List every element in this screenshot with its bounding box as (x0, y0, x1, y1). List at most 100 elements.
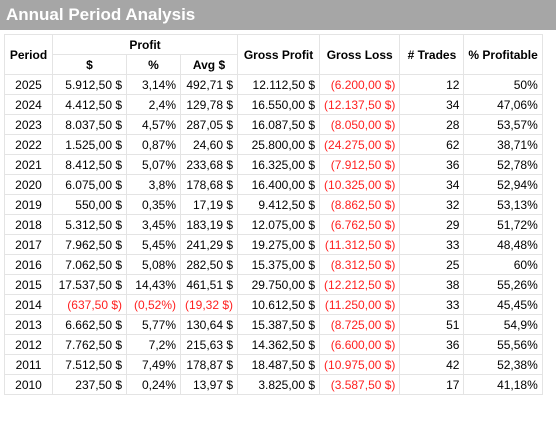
header-profit: Profit (51, 34, 239, 55)
cell-profit-dollar: 1.525,00 $ (52, 134, 127, 155)
cell-profit-avg: 17,19 $ (179, 194, 239, 215)
cell-profit-dollar: 7.762,50 $ (52, 334, 127, 355)
cell-pct-profitable: 52,94% (463, 174, 543, 195)
cell-profit-avg: (19,32 $) (179, 294, 239, 315)
cell-profit-dollar: 4.412,50 $ (52, 94, 127, 115)
cell-period: 2010 (4, 374, 53, 395)
cell-profit-percent: 3,14% (126, 74, 181, 95)
cell-gross-profit: 10.612,50 $ (237, 294, 321, 315)
header-gross-profit: Gross Profit (237, 34, 321, 75)
cell-trades: 28 (399, 114, 465, 135)
cell-pct-profitable: 52,38% (463, 354, 543, 375)
cell-profit-percent: 14,43% (126, 274, 181, 295)
cell-gross-profit: 29.750,00 $ (237, 274, 321, 295)
cell-gross-profit: 16.087,50 $ (237, 114, 321, 135)
cell-profit-percent: 4,57% (126, 114, 181, 135)
cell-pct-profitable: 41,18% (463, 374, 543, 395)
cell-profit-avg: 178,68 $ (179, 174, 239, 195)
cell-profit-avg: 287,05 $ (179, 114, 239, 135)
cell-gross-profit: 12.075,00 $ (237, 214, 321, 235)
header-profit-dollar: $ (52, 54, 127, 75)
cell-gross-profit: 25.800,00 $ (237, 134, 321, 155)
table-row: 2010 237,50 $0,24% 13,97 $3.825,00 $ (3.587… (4, 374, 543, 395)
header-pct-profitable: % Profitable (463, 34, 543, 75)
cell-profit-avg: 241,29 $ (179, 234, 239, 255)
cell-gross-loss: (6.600,00 $) (319, 334, 401, 355)
cell-gross-profit: 15.387,50 $ (237, 314, 321, 335)
cell-trades: 34 (399, 174, 465, 195)
cell-profit-percent: 0,24% (126, 374, 181, 395)
table-row: 2011 7.512,50 $7,49% 178,87 $18.487,50 $ (1… (4, 354, 543, 375)
cell-profit-percent: 0,35% (126, 194, 181, 215)
cell-period: 2015 (4, 274, 53, 295)
cell-period: 2012 (4, 334, 53, 355)
cell-profit-avg: 129,78 $ (179, 94, 239, 115)
cell-gross-loss: (8.725,00 $) (319, 314, 401, 335)
cell-trades: 29 (399, 214, 465, 235)
cell-profit-dollar: (637,50 $) (52, 294, 127, 315)
cell-profit-percent: 7,49% (126, 354, 181, 375)
cell-gross-loss: (10.325,00 $) (319, 174, 401, 195)
cell-profit-avg: 282,50 $ (179, 254, 239, 275)
cell-profit-avg: 13,97 $ (179, 374, 239, 395)
cell-gross-profit: 9.412,50 $ (237, 194, 321, 215)
cell-profit-avg: 183,19 $ (179, 214, 239, 235)
table-row: 2013 6.662,50 $5,77% 130,64 $15.387,50 $ (8… (4, 314, 543, 335)
table-row: 2015 17.537,50 $14,43% 461,51 $29.750,00 $… (4, 274, 543, 295)
cell-profit-percent: 5,08% (126, 254, 181, 275)
cell-gross-loss: (6.762,50 $) (319, 214, 401, 235)
table-row: 2020 6.075,00 $3,8% 178,68 $16.400,00 $ (10… (4, 174, 543, 195)
cell-profit-percent: (0,52%) (126, 294, 181, 315)
cell-profit-percent: 3,8% (126, 174, 181, 195)
cell-gross-loss: (3.587,50 $) (319, 374, 401, 395)
cell-profit-dollar: 7.062,50 $ (52, 254, 127, 275)
cell-trades: 38 (399, 274, 465, 295)
cell-profit-dollar: 6.075,00 $ (52, 174, 127, 195)
cell-trades: 36 (399, 334, 465, 355)
cell-pct-profitable: 55,26% (463, 274, 543, 295)
cell-trades: 17 (399, 374, 465, 395)
cell-gross-loss: (12.137,50 $) (319, 94, 401, 115)
cell-profit-dollar: 8.412,50 $ (52, 154, 127, 175)
cell-period: 2016 (4, 254, 53, 275)
cell-gross-profit: 16.325,00 $ (237, 154, 321, 175)
cell-pct-profitable: 52,78% (463, 154, 543, 175)
cell-gross-loss: (10.975,00 $) (319, 354, 401, 375)
cell-gross-loss: (8.312,50 $) (319, 254, 401, 275)
cell-profit-percent: 3,45% (126, 214, 181, 235)
cell-trades: 36 (399, 154, 465, 175)
cell-gross-profit: 18.487,50 $ (237, 354, 321, 375)
cell-gross-loss: (12.212,50 $) (319, 274, 401, 295)
cell-profit-dollar: 7.512,50 $ (52, 354, 127, 375)
table-row: 2019 550,00 $0,35% 17,19 $9.412,50 $ (8.862… (4, 194, 543, 215)
cell-gross-profit: 12.112,50 $ (237, 74, 321, 95)
cell-profit-avg: 178,87 $ (179, 354, 239, 375)
header-profit-avg: Avg $ (179, 54, 239, 75)
cell-profit-percent: 5,07% (126, 154, 181, 175)
cell-trades: 34 (399, 94, 465, 115)
cell-pct-profitable: 53,13% (463, 194, 543, 215)
cell-period: 2011 (4, 354, 53, 375)
table-body: 2025 5.912,50 $3,14% 492,71 $12.112,50 $ (6… (4, 74, 543, 395)
cell-profit-avg: 24,60 $ (179, 134, 239, 155)
cell-period: 2020 (4, 174, 53, 195)
cell-period: 2017 (4, 234, 53, 255)
cell-pct-profitable: 50% (463, 74, 543, 95)
cell-pct-profitable: 54,9% (463, 314, 543, 335)
cell-gross-profit: 16.550,00 $ (237, 94, 321, 115)
cell-gross-profit: 15.375,00 $ (237, 254, 321, 275)
cell-profit-percent: 2,4% (126, 94, 181, 115)
cell-gross-loss: (11.312,50 $) (319, 234, 401, 255)
cell-profit-percent: 5,45% (126, 234, 181, 255)
cell-profit-percent: 5,77% (126, 314, 181, 335)
annual-analysis-table: Period Profit Gross Profit Gross Loss # … (4, 34, 543, 395)
cell-pct-profitable: 60% (463, 254, 543, 275)
cell-gross-profit: 19.275,00 $ (237, 234, 321, 255)
cell-trades: 42 (399, 354, 465, 375)
report-title: Annual Period Analysis (0, 0, 556, 30)
cell-period: 2013 (4, 314, 53, 335)
cell-profit-avg: 130,64 $ (179, 314, 239, 335)
table-row: 2014 (637,50 $) (0,52%) (19,32 $) 10.612,50 … (4, 294, 543, 315)
table-row: 2018 5.312,50 $3,45% 183,19 $12.075,00 $ (6… (4, 214, 543, 235)
cell-profit-percent: 7,2% (126, 334, 181, 355)
